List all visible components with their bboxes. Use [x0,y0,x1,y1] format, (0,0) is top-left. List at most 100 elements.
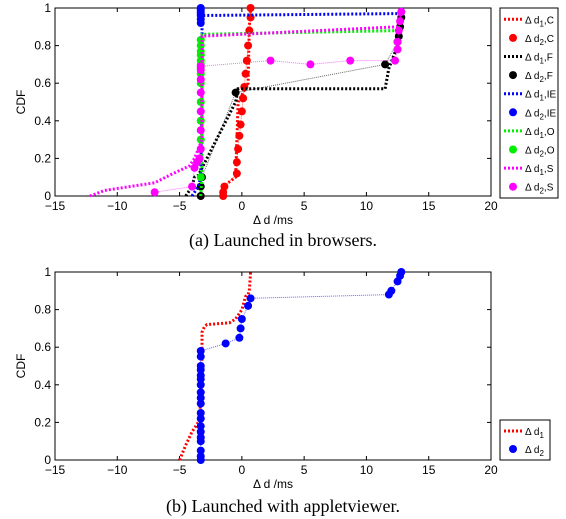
data-point [231,88,240,97]
x-tick-label: −5 [173,199,187,213]
legend-swatch-marker [509,33,517,42]
x-tick-label: 20 [484,199,498,213]
legend-swatch-marker [509,445,517,453]
chart-panel-a: −15 −10 −5 0 5 10 15 20 0 0.2 0.4 0.6 0.8 1 Δ d /ms CDF… [14,1,559,227]
data-point [196,452,205,461]
series-2 [184,7,403,197]
legend-swatch-marker [509,71,517,80]
x-tick-label: 0 [239,199,246,213]
x-tick-label: 15 [422,463,436,477]
y-tick-label: 0.6 [34,340,51,354]
series-9 [150,7,406,197]
x-tick-label: 5 [301,463,308,477]
legend-item: Δ d2,S [509,182,554,196]
data-point [196,399,205,408]
x-tick-label: 10 [360,199,374,213]
data-point [236,120,245,129]
legend-item: Δ d1,S [504,164,554,177]
x-tick-label: 10 [360,463,374,477]
legend-item: Δ d1,O [504,127,555,140]
legend-item: Δ d2 [509,445,544,458]
legend: Δ d1 Δ d2 [499,419,551,461]
data-point [220,182,229,191]
legend-label: Δ d1,F [525,53,553,66]
legend-item: Δ d1,C [504,15,554,28]
data-point [237,107,246,116]
data-point [196,107,205,116]
series-line [89,7,403,198]
legend-item: Δ d2,IE [509,108,556,121]
legend-item: Δ d1,F [504,53,553,66]
data-point [381,60,390,69]
data-point [394,26,403,35]
data-point [196,388,205,397]
caption-a: (a) Launched in browsers. [189,230,377,251]
legend-label: Δ d2,C [525,34,554,47]
y-axis-label: CDF [14,354,28,379]
y-tick-label: 1 [44,1,51,15]
legend-item: Δ d1,IE [504,90,556,103]
data-point [393,37,402,46]
x-tick-label: −15 [45,199,66,213]
y-tick-label: 0 [44,453,51,467]
data-point [245,26,254,35]
data-point [196,126,205,135]
data-point [196,352,205,361]
y-tick-label: 0.2 [34,415,51,429]
data-point [196,62,205,71]
data-point [232,158,241,167]
x-tick-label: −10 [107,199,128,213]
x-tick-label: 5 [301,199,308,213]
y-tick-label: 0.8 [34,303,51,317]
series-connector [200,271,402,460]
data-point [196,88,205,97]
data-point [237,315,246,323]
data-point [150,188,159,197]
x-axis-label: Δ d /ms [253,477,293,491]
series-0 [178,271,253,461]
data-point [196,380,205,389]
data-point [246,4,255,12]
y-tick-label: 0 [44,189,51,203]
data-point [196,145,205,153]
legend-swatch-marker [509,108,517,117]
legend-label: Δ d2,F [525,71,553,84]
data-point [397,268,406,276]
legend-label: Δ d1,C [525,15,554,28]
data-point [196,173,205,182]
y-axis-label: CDF [14,90,28,115]
x-tick-label: −10 [107,463,128,477]
legend-label: Δ d2,O [525,146,555,159]
data-point [397,7,406,16]
chart-panel-b: −15 −10 −5 0 5 10 15 20 0 0.2 0.4 0.6 0.8 1 Δ d /ms CDF… [14,265,551,491]
y-tick-label: 1 [44,265,51,279]
series-1 [196,268,406,464]
data-point [236,324,245,333]
legend-label: Δ d1,IE [525,90,556,103]
data-point [196,362,205,370]
series-layer [89,4,406,200]
data-point [244,41,253,50]
series-line [221,7,253,196]
data-point [188,182,197,191]
data-point [232,169,241,178]
x-tick-label: −5 [173,463,187,477]
data-point [387,286,396,295]
series-0 [221,7,253,196]
legend-label: Δ d1 [525,427,544,440]
x-tick-label: 20 [484,463,498,477]
legend-item: Δ d2,C [509,33,554,47]
data-point [196,422,205,431]
data-point [391,56,400,65]
x-tick-label: 15 [422,199,436,213]
data-point [196,4,205,12]
data-point [196,371,205,380]
series-5 [196,4,205,28]
series-line [178,271,253,461]
legend-item: Δ d1 [504,427,544,440]
data-point [195,154,204,163]
y-tick-label: 0.6 [34,76,51,90]
data-point [346,56,355,65]
data-point [244,301,253,310]
